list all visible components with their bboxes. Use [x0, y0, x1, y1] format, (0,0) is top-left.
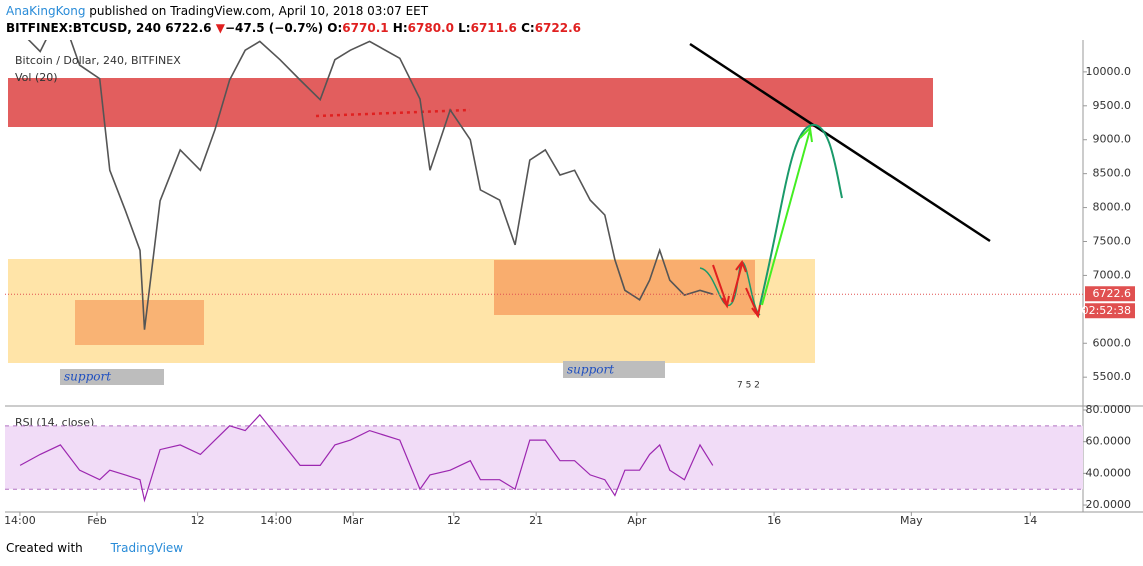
y-tick-label: 60.0000 [1086, 435, 1132, 448]
x-tick-label: May [900, 514, 923, 527]
drawings [8, 78, 933, 385]
y-tick-label: 40.0000 [1086, 466, 1132, 479]
o-label: O: [327, 21, 343, 35]
chart-title: Bitcoin / Dollar, 240, BITFINEX [15, 54, 181, 67]
zone [75, 300, 204, 345]
brand[interactable]: TradingView [110, 541, 184, 555]
y-tick-label: 8500.0 [1093, 167, 1132, 180]
o: 6770.1 [342, 21, 389, 35]
published: published on TradingView.com, April 10, … [89, 4, 429, 18]
y-tick-label: 10000.0 [1086, 65, 1132, 78]
c: 6722.6 [534, 21, 582, 35]
chart-title: RSI (14, close) [15, 416, 94, 429]
c-label: C: [521, 21, 535, 35]
price-plot [27, 40, 714, 330]
rsi-plot [19, 413, 714, 503]
x-tick-label: 12 [447, 514, 461, 527]
x-tick-label: Feb [87, 514, 106, 527]
footer: Created with TradingView [6, 541, 183, 555]
y-tick-label: 7000.0 [1093, 268, 1132, 281]
change: −47.5 (−0.7%) [224, 21, 324, 35]
symbol: BITFINEX:BTCUSD, 240 [6, 21, 162, 35]
last: 6722.6 [165, 21, 212, 35]
zone [8, 78, 933, 127]
x-tick-label: 14 [1023, 514, 1037, 527]
trend-line [689, 42, 991, 243]
arrow [712, 259, 761, 319]
y-tick-label: 8000.0 [1093, 201, 1132, 214]
annotation: 7 5 2 [737, 381, 760, 391]
header-line: AnaKingKong published on TradingView.com… [6, 4, 428, 18]
x-tick-label: 12 [191, 514, 205, 527]
arrow: ▼ [215, 21, 225, 35]
y-tick-label: 5500.0 [1093, 370, 1132, 383]
annotation: support [64, 370, 111, 384]
projection [759, 123, 843, 306]
y-tick-label: 20.0000 [1086, 498, 1132, 511]
price-line [19, 413, 714, 503]
y-tick-label: 9000.0 [1093, 133, 1132, 146]
countdown: 02:52:38 [1082, 304, 1131, 317]
x-tick-label: 14:00 [4, 514, 36, 527]
y-tick-label: 80.0000 [1086, 403, 1132, 416]
quote-line: BITFINEX:BTCUSD, 240 6722.6 ▼−47.5 (−0.7… [6, 21, 581, 35]
label-box [60, 369, 164, 385]
h-label: H: [392, 21, 408, 35]
x-tick-label: Apr [627, 514, 647, 527]
h: 6780.0 [407, 21, 454, 35]
label-box [563, 361, 665, 378]
l-label: L: [458, 21, 471, 35]
x-tick-label: 21 [529, 514, 543, 527]
y-tick-label: 7500.0 [1093, 234, 1132, 247]
annotation: support [567, 363, 614, 377]
l: 6711.6 [470, 21, 517, 35]
x-tick-label: 16 [767, 514, 781, 527]
rsi-band [5, 425, 1083, 490]
x-tick-label: 14:00 [260, 514, 292, 527]
y-tick-label: 6000.0 [1093, 336, 1132, 349]
y-tick-label: 9500.0 [1093, 99, 1132, 112]
created: Created with [6, 541, 83, 555]
x-tick-label: Mar [343, 514, 364, 527]
dotted-line [315, 108, 471, 118]
indicator: Vol (20) [15, 71, 58, 84]
price-box [1085, 286, 1135, 302]
price-box [1085, 303, 1135, 319]
author[interactable]: AnaKingKong [6, 4, 86, 18]
last-price: 6722.6 [1093, 287, 1132, 300]
price-line [27, 40, 714, 330]
band [5, 425, 1083, 490]
arrow [761, 125, 813, 306]
